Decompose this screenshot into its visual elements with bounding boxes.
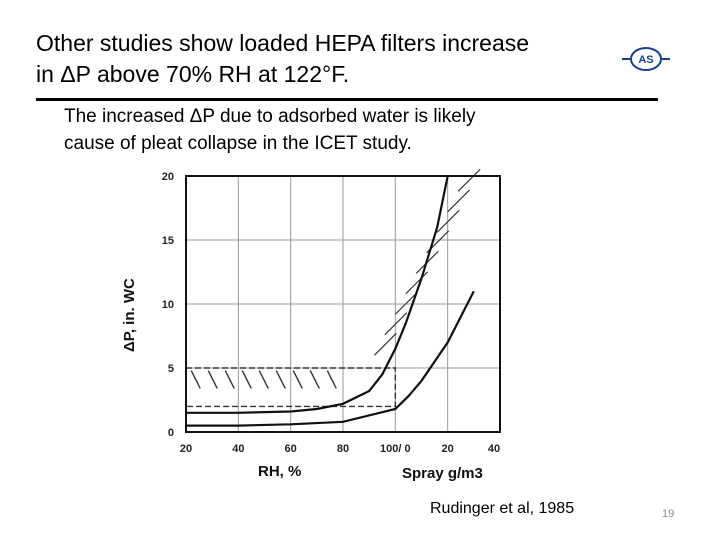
slide-title: Other studies show loaded HEPA filters i… xyxy=(36,28,616,90)
band-outline xyxy=(185,367,397,408)
hatch-mark xyxy=(405,271,429,295)
y-tick-label: 10 xyxy=(162,299,174,311)
hatch-mark xyxy=(309,370,320,389)
x-axis-label-rh: RH, % xyxy=(258,463,301,480)
hatch-mark xyxy=(190,370,201,389)
hatch-mark xyxy=(292,370,303,389)
series-line xyxy=(186,175,449,414)
hatch-mark xyxy=(241,370,252,389)
y-tick-label: 15 xyxy=(162,235,174,247)
hatch-mark xyxy=(436,209,460,233)
slide-subtitle-line-2: cause of pleat collapse in the ICET stud… xyxy=(64,133,412,154)
page-number: 19 xyxy=(662,508,675,520)
hatch-mark xyxy=(258,370,269,389)
chart-grid xyxy=(186,176,500,432)
y-axis-label: ΔP, in. WC xyxy=(121,278,138,352)
chart-hatching xyxy=(185,168,481,408)
pressure-drop-chart: 0 5 10 15 20 20 40 60 80 100/ 0 20 40 ΔP, in. WC R… xyxy=(121,168,501,482)
slide-title-line-1: Other studies show loaded HEPA filters i… xyxy=(36,30,530,56)
hatch-mark xyxy=(457,168,481,192)
y-tick-label: 20 xyxy=(162,171,174,183)
x-tick-label: 100/ 0 xyxy=(380,443,411,455)
hatch-mark xyxy=(326,370,337,389)
hatch-mark xyxy=(207,370,218,389)
x-tick-label: 20 xyxy=(442,443,454,455)
hatch-mark xyxy=(447,189,471,213)
citation: Rudinger et al, 1985 xyxy=(430,500,575,517)
chart-series xyxy=(186,175,475,427)
as-logo: AS xyxy=(622,47,670,71)
logo-text: AS xyxy=(638,54,653,66)
series-line xyxy=(186,290,475,427)
x-tick-label: 60 xyxy=(285,443,297,455)
x-tick-labels: 20 40 60 80 100/ 0 20 40 xyxy=(180,443,500,455)
hatch-mark xyxy=(373,332,397,356)
x-axis-label-spray: Spray g/m3 xyxy=(402,465,483,482)
x-tick-label: 20 xyxy=(180,443,192,455)
slide-subtitle-line-1: The increased ΔP due to adsorbed water i… xyxy=(64,106,476,127)
x-tick-label: 40 xyxy=(488,443,500,455)
y-tick-labels: 0 5 10 15 20 xyxy=(162,171,174,439)
slide-title-line-2: in ΔP above 70% RH at 122°F. xyxy=(36,61,350,87)
x-tick-label: 40 xyxy=(232,443,244,455)
title-divider xyxy=(36,98,658,101)
hatch-mark xyxy=(394,291,418,315)
hatch-mark xyxy=(384,312,408,336)
hatch-mark xyxy=(224,370,235,389)
slide-subtitle: The increased ΔP due to adsorbed water i… xyxy=(64,103,624,157)
y-tick-label: 0 xyxy=(168,427,174,439)
plot-frame xyxy=(185,175,501,433)
hatch-mark xyxy=(275,370,286,389)
x-tick-label: 80 xyxy=(337,443,349,455)
y-tick-label: 5 xyxy=(168,363,174,375)
